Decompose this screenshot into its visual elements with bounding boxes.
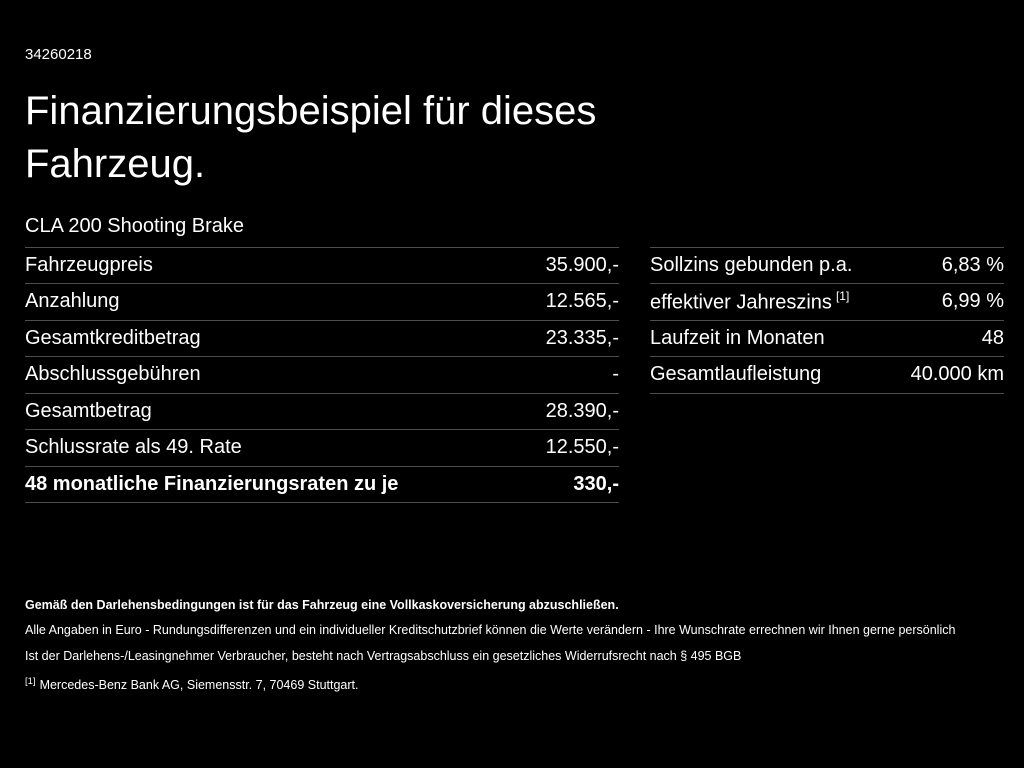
footnote-marker: [1] — [25, 675, 36, 687]
row-label: Sollzins gebunden p.a. — [650, 253, 853, 276]
table-row: Abschlussgebühren - — [25, 356, 619, 393]
row-label: effektiver Jahreszins [1] — [650, 288, 850, 314]
financing-table-left: Fahrzeugpreis 35.900,- Anzahlung 12.565,… — [25, 246, 619, 504]
row-label: Gesamtbetrag — [25, 399, 152, 422]
row-value: 330,- — [573, 472, 619, 495]
row-value: 12.565,- — [545, 290, 619, 313]
row-value: 40.000 km — [910, 363, 1004, 386]
row-value: - — [612, 363, 619, 386]
table-row: Gesamtbetrag 28.390,- — [25, 392, 619, 430]
table-row: Gesamtlaufleistung 40.000 km — [650, 356, 1004, 393]
row-value: 48 — [981, 326, 1004, 349]
row-value: 35.900,- — [545, 253, 619, 276]
disclaimer-note-2: Ist der Darlehens-/Leasingnehmer Verbrau… — [25, 648, 742, 663]
row-value: 6,99 % — [941, 290, 1004, 313]
vehicle-model: CLA 200 Shooting Brake — [25, 214, 245, 237]
table-row: Schlussrate als 49. Rate 12.550,- — [25, 429, 619, 466]
table-row-monthly-rate: 48 monatliche Finanzierungsraten zu je 3… — [25, 465, 619, 503]
table-row: effektiver Jahreszins [1] 6,99 % — [650, 283, 1004, 320]
disclaimer-note-1: Alle Angaben in Euro - Rundungsdifferenz… — [25, 623, 956, 638]
row-value: 12.550,- — [545, 436, 619, 459]
table-row: Gesamtkreditbetrag 23.335,- — [25, 319, 619, 357]
legal-footer: Gemäß den Darlehensbedingungen ist für d… — [25, 597, 990, 692]
page-title: Finanzierungsbeispiel für dieses Fahrzeu… — [25, 89, 597, 186]
bank-footnote: [1] Mercedes-Benz Bank AG, Siemensstr. 7,… — [25, 675, 359, 692]
table-row: Fahrzeugpreis 35.900,- — [25, 246, 619, 284]
financing-table-right: Sollzins gebunden p.a. 6,83 % effektiver… — [650, 246, 1004, 394]
row-value: 23.335,- — [545, 326, 619, 349]
insurance-requirement-note: Gemäß den Darlehensbedingungen ist für d… — [25, 598, 619, 613]
row-label: Fahrzeugpreis — [25, 253, 153, 276]
row-label: Schlussrate als 49. Rate — [25, 436, 242, 459]
footnote-marker: [1] — [835, 288, 850, 303]
row-value: 28.390,- — [545, 399, 619, 422]
document-id: 34260218 — [25, 46, 92, 63]
financing-tables: Fahrzeugpreis 35.900,- Anzahlung 12.565,… — [25, 246, 1004, 504]
row-label: Laufzeit in Monaten — [650, 326, 825, 349]
table-row: Sollzins gebunden p.a. 6,83 % — [650, 246, 1004, 284]
table-row: Laufzeit in Monaten 48 — [650, 319, 1004, 357]
row-value: 6,83 % — [941, 253, 1004, 276]
table-row: Anzahlung 12.565,- — [25, 283, 619, 320]
row-label: Gesamtlaufleistung — [650, 363, 822, 386]
row-label: 48 monatliche Finanzierungsraten zu je — [25, 472, 399, 495]
financing-example-page: 34260218 Finanzierungsbeispiel für diese… — [25, 46, 1004, 692]
row-label: Abschlussgebühren — [25, 363, 201, 386]
row-label: Anzahlung — [25, 290, 120, 313]
row-label: Gesamtkreditbetrag — [25, 326, 201, 349]
